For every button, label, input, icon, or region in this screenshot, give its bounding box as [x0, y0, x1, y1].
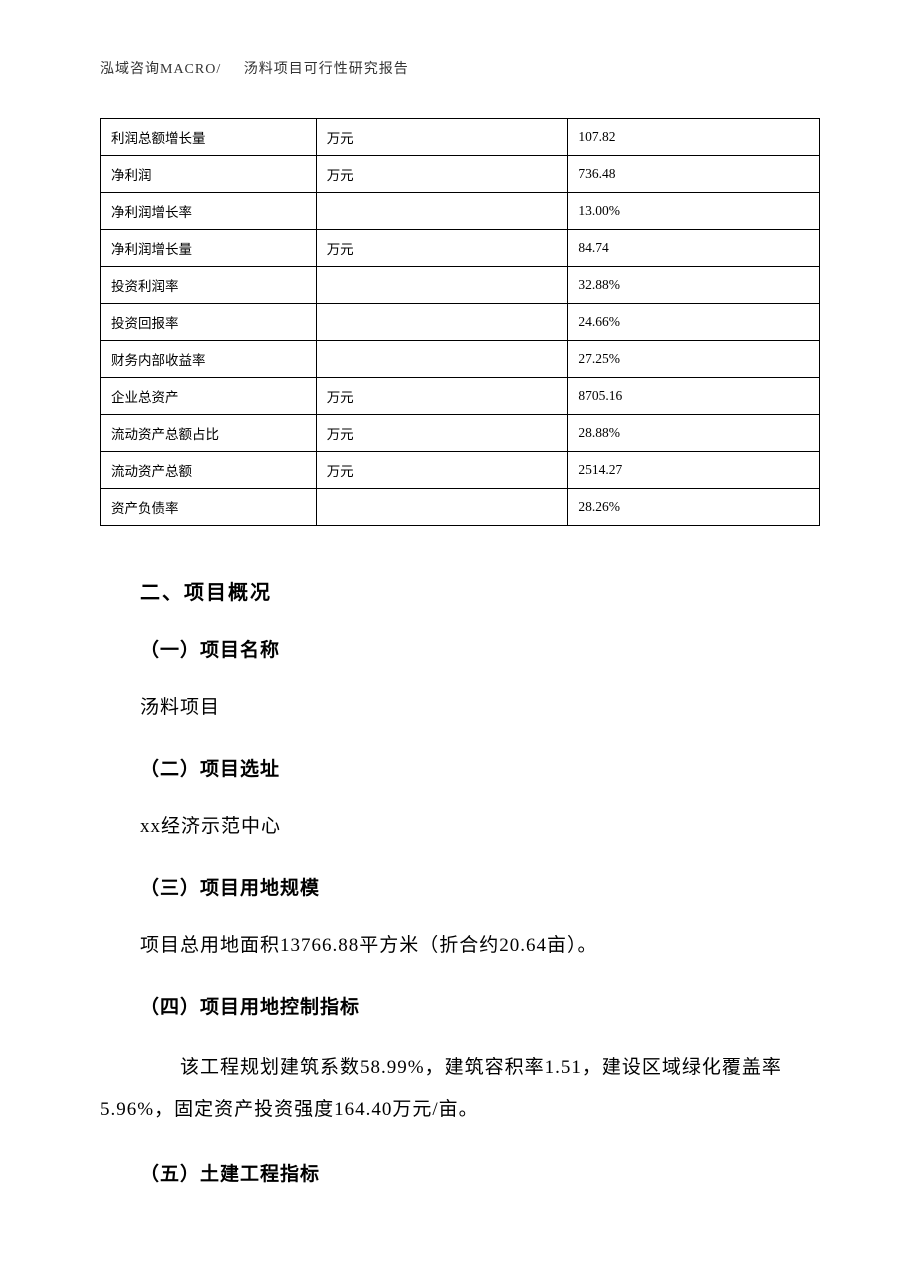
- table-cell-unit: [316, 304, 568, 341]
- table-cell-unit: [316, 267, 568, 304]
- table-cell-unit: 万元: [316, 378, 568, 415]
- table-cell-value: 107.82: [568, 119, 820, 156]
- table-cell-value: 84.74: [568, 230, 820, 267]
- table-cell-value: 28.88%: [568, 415, 820, 452]
- table-row: 流动资产总额占比万元28.88%: [101, 415, 820, 452]
- header-brand: 泓域咨询MACRO/: [100, 62, 221, 77]
- table-cell-unit: 万元: [316, 415, 568, 452]
- section-title: 二、项目概况: [140, 576, 780, 605]
- table-cell-label: 净利润: [101, 156, 317, 193]
- table-cell-label: 净利润增长量: [101, 230, 317, 267]
- table-cell-label: 投资利润率: [101, 267, 317, 304]
- table-cell-unit: [316, 341, 568, 378]
- table-row: 利润总额增长量万元107.82: [101, 119, 820, 156]
- table-row: 企业总资产万元8705.16: [101, 378, 820, 415]
- sub-heading-5: （五）土建工程指标: [140, 1159, 780, 1186]
- table-row: 净利润增长量万元84.74: [101, 230, 820, 267]
- table-row: 资产负债率 28.26%: [101, 489, 820, 526]
- table-cell-value: 13.00%: [568, 193, 820, 230]
- table-row: 流动资产总额万元2514.27: [101, 452, 820, 489]
- table-cell-value: 8705.16: [568, 378, 820, 415]
- document-page: 泓域咨询MACRO/ 汤料项目可行性研究报告 利润总额增长量万元107.82净利…: [0, 0, 920, 1274]
- table-cell-unit: 万元: [316, 452, 568, 489]
- financial-table: 利润总额增长量万元107.82净利润万元736.48净利润增长率13.00%净利…: [100, 118, 820, 526]
- table-row: 投资利润率 32.88%: [101, 267, 820, 304]
- table-cell-label: 财务内部收益率: [101, 341, 317, 378]
- table-cell-label: 净利润增长率: [101, 193, 317, 230]
- sub-heading-3: （三）项目用地规模: [140, 873, 780, 900]
- table-cell-label: 投资回报率: [101, 304, 317, 341]
- table-cell-label: 资产负债率: [101, 489, 317, 526]
- table-cell-value: 27.25%: [568, 341, 820, 378]
- sub-heading-4: （四）项目用地控制指标: [140, 992, 780, 1019]
- table-cell-label: 流动资产总额占比: [101, 415, 317, 452]
- header-title: 汤料项目可行性研究报告: [244, 62, 409, 77]
- table-row: 净利润万元736.48: [101, 156, 820, 193]
- sub-heading-1: （一）项目名称: [140, 635, 780, 662]
- table-cell-unit: 万元: [316, 119, 568, 156]
- body-text-3: 项目总用地面积13766.88平方米（折合约20.64亩）。: [140, 928, 780, 964]
- table-cell-unit: [316, 489, 568, 526]
- table-row: 净利润增长率 13.00%: [101, 193, 820, 230]
- table-cell-label: 流动资产总额: [101, 452, 317, 489]
- body-text-1: 汤料项目: [140, 690, 780, 726]
- page-header: 泓域咨询MACRO/ 汤料项目可行性研究报告: [100, 58, 820, 78]
- table-cell-value: 2514.27: [568, 452, 820, 489]
- table-row: 财务内部收益率 27.25%: [101, 341, 820, 378]
- body-text-2: xx经济示范中心: [140, 809, 780, 845]
- sub-heading-2: （二）项目选址: [140, 754, 780, 781]
- table-cell-unit: 万元: [316, 156, 568, 193]
- table-cell-value: 28.26%: [568, 489, 820, 526]
- body-text-4: 该工程规划建筑系数58.99%，建筑容积率1.51，建设区域绿化覆盖率5.96%…: [100, 1047, 820, 1131]
- table-cell-label: 企业总资产: [101, 378, 317, 415]
- table-cell-label: 利润总额增长量: [101, 119, 317, 156]
- table-row: 投资回报率 24.66%: [101, 304, 820, 341]
- table-cell-unit: 万元: [316, 230, 568, 267]
- table-cell-value: 736.48: [568, 156, 820, 193]
- table-cell-value: 24.66%: [568, 304, 820, 341]
- table-cell-unit: [316, 193, 568, 230]
- content-section: 二、项目概况 （一）项目名称 汤料项目 （二）项目选址 xx经济示范中心 （三）…: [100, 576, 820, 1186]
- table-cell-value: 32.88%: [568, 267, 820, 304]
